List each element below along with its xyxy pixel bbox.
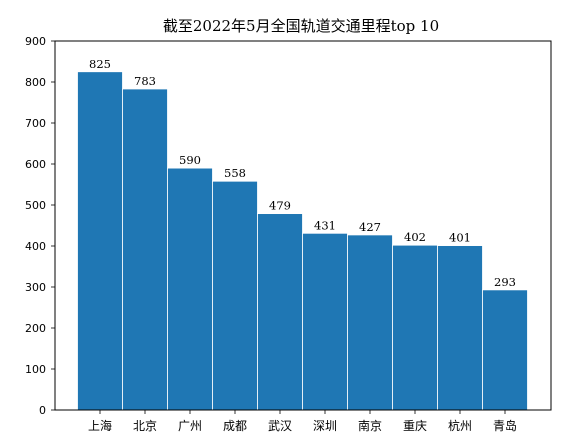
x-tick-label-3: 成都 [223, 419, 247, 433]
x-tick-label-4: 武汉 [268, 419, 292, 433]
y-axis: 0 100 200 300 400 500 600 700 800 900 [25, 35, 55, 417]
data-label-6: 427 [359, 220, 381, 234]
y-tick-label-8: 800 [25, 76, 46, 89]
bar-0 [77, 71, 123, 411]
data-labels-group: 825 783 590 558 479 431 427 402 401 293 [89, 57, 516, 289]
bar-9 [482, 289, 528, 411]
chart-title: 截至2022年5月全国轨道交通里程top 10 [163, 17, 439, 35]
x-tick-label-1: 北京 [133, 419, 157, 433]
bar-1 [122, 88, 168, 411]
y-tick-label-3: 300 [25, 281, 46, 294]
x-tick-label-2: 广州 [178, 419, 202, 433]
bar-7 [392, 244, 438, 411]
y-tick-label-1: 100 [25, 363, 46, 376]
y-tick-label-4: 400 [25, 240, 46, 253]
x-tick-label-9: 青岛 [493, 418, 517, 433]
data-label-1: 783 [134, 74, 156, 88]
y-tick-label-6: 600 [25, 158, 46, 171]
y-tick-label-0: 0 [39, 404, 46, 417]
data-label-0: 825 [89, 57, 111, 71]
x-tick-label-0: 上海 [88, 418, 112, 433]
y-tick-label-5: 500 [25, 199, 46, 212]
bar-8 [437, 245, 483, 411]
data-label-8: 401 [449, 231, 471, 245]
data-label-5: 431 [314, 218, 336, 232]
y-tick-label-7: 700 [25, 117, 46, 130]
bar-4 [257, 213, 303, 411]
x-axis: 上海 北京 广州 成都 武汉 深圳 南京 重庆 杭州 青岛 [88, 410, 517, 433]
data-label-9: 293 [494, 275, 516, 289]
y-tick-label-2: 200 [25, 322, 46, 335]
data-label-2: 590 [179, 153, 201, 167]
data-label-3: 558 [224, 166, 246, 180]
bar-5 [302, 232, 348, 411]
x-tick-label-7: 重庆 [403, 419, 427, 433]
data-label-4: 479 [269, 199, 291, 213]
bars-group [77, 71, 528, 411]
data-label-7: 402 [404, 230, 426, 244]
bar-2 [167, 167, 213, 411]
x-tick-label-5: 深圳 [313, 419, 337, 433]
y-tick-label-9: 900 [25, 35, 46, 48]
x-tick-label-8: 杭州 [448, 418, 472, 433]
plot-frame [54, 40, 552, 411]
x-tick-label-6: 南京 [358, 418, 382, 433]
bar-3 [212, 180, 258, 411]
bar-6 [347, 234, 393, 411]
